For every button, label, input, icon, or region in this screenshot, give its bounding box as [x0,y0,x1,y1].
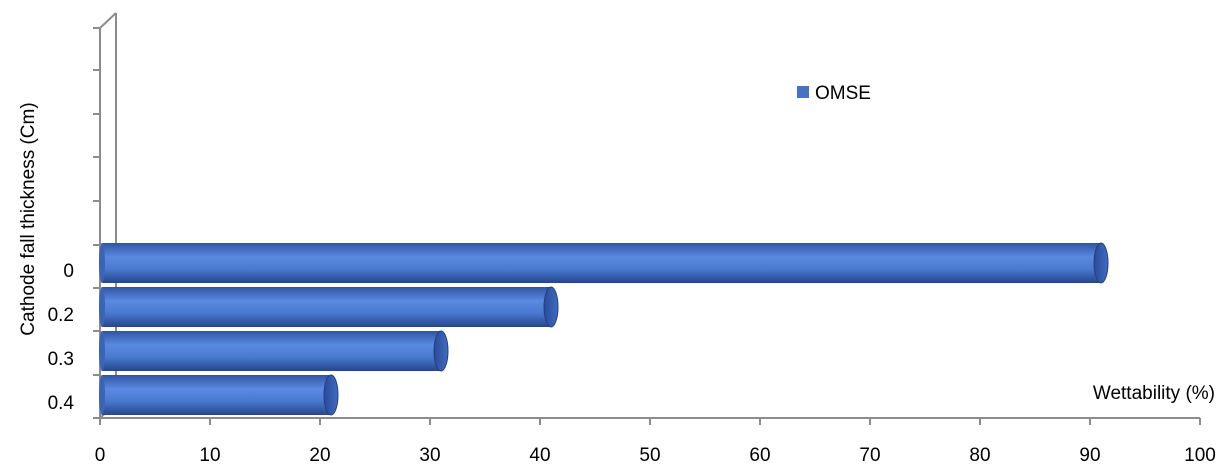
bar-start-cap [99,287,105,327]
x-tick-label: 100 [1184,445,1216,466]
y-ticks [93,27,100,419]
x-tick-label: 20 [309,445,330,466]
bar [99,330,449,372]
x-ticks [99,418,1201,425]
bar-body [102,243,1101,283]
x-tick-label: 70 [859,445,880,466]
bar-body [102,375,331,415]
bar [99,374,339,416]
x-tick-label: 10 [199,445,220,466]
x-tick-label: 50 [639,445,660,466]
wall-depth-top [99,12,117,29]
bar-start-cap [99,243,105,283]
legend-label: OMSE [815,83,871,104]
bar-start-cap [99,375,105,415]
x-tick-labels: 0 10 20 30 40 50 60 70 80 90 100 [95,445,1216,466]
x-tick-label: 80 [969,445,990,466]
y-tick-label: 0 [63,261,74,282]
x-tick-label: 90 [1079,445,1100,466]
y-tick-label: 0.2 [48,305,74,326]
bar-end-cap [433,330,449,372]
bar [99,242,1109,284]
x-tick-label: 60 [749,445,770,466]
x-tick-label: 0 [95,445,106,466]
bar-start-cap [99,331,105,371]
y-tick-label: 0.3 [48,349,74,370]
x-tick-label: 40 [529,445,550,466]
bar-body [102,331,441,371]
bar-end-cap [543,286,559,328]
legend-swatch [797,86,809,98]
legend: OMSE [797,83,871,104]
bar-end-cap [1093,242,1109,284]
x-tick-label: 30 [419,445,440,466]
bar [99,286,559,328]
y-axis-title: Cathode fall thickness (Cm) [18,102,39,335]
x-axis-title: Wettability (%) [1093,383,1215,404]
y-tick-labels: 0 0.2 0.3 0.4 [48,261,75,414]
bar-end-cap [323,374,339,416]
bar-body [102,287,551,327]
bars [99,242,1109,416]
y-tick-label: 0.4 [48,393,75,414]
